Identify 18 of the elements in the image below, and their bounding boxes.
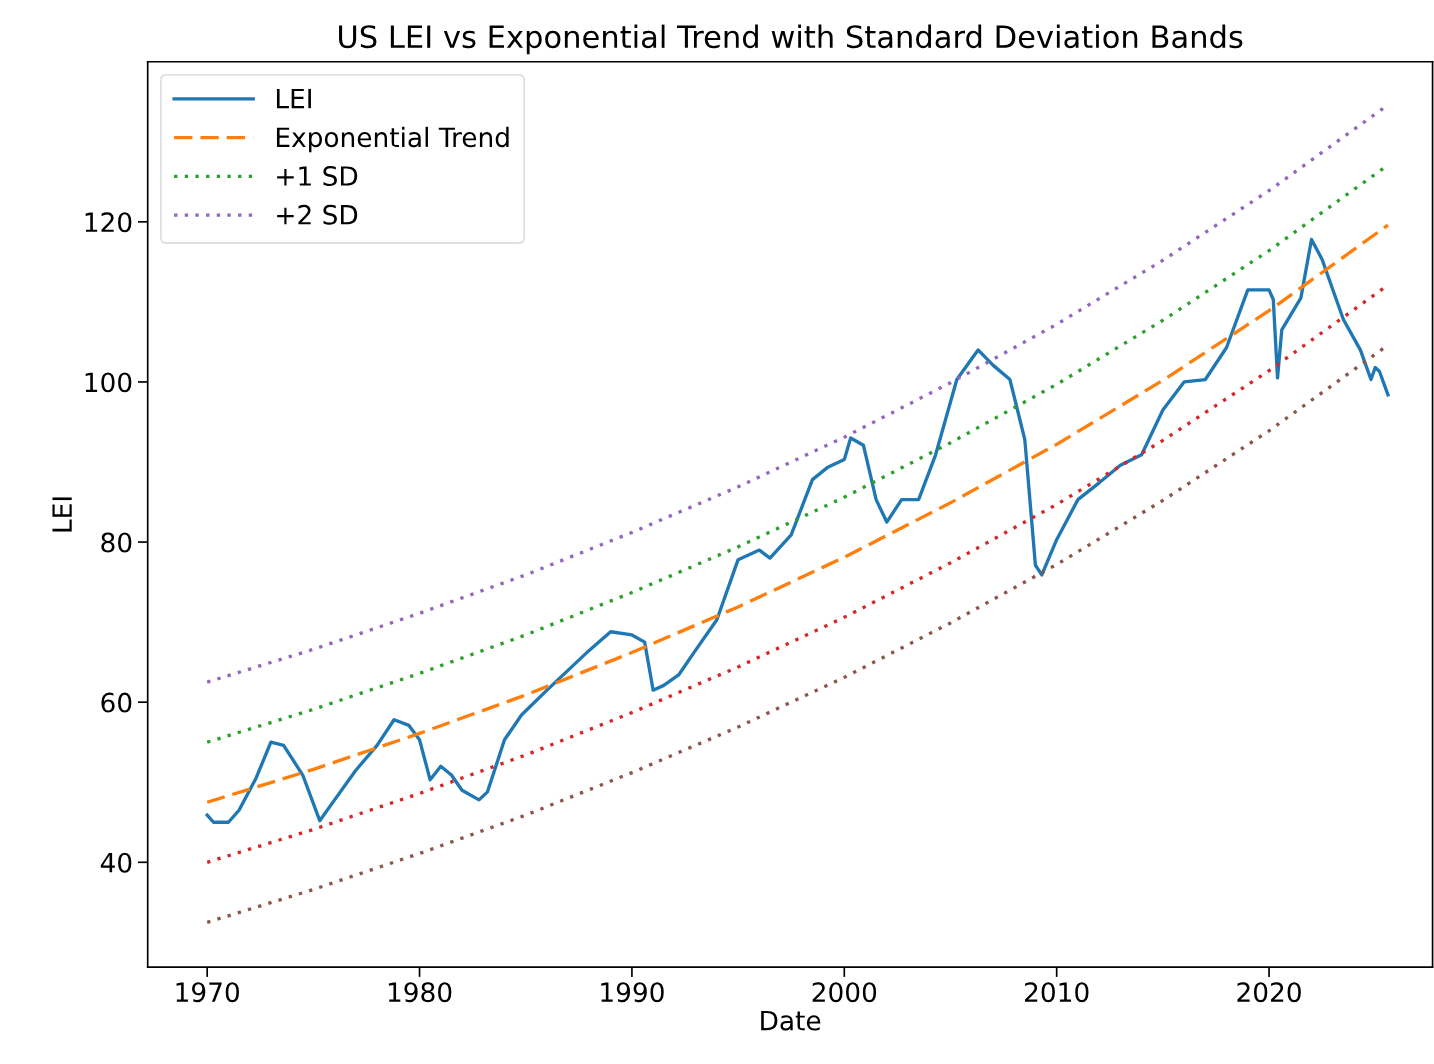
y-tick-label: 60 — [101, 692, 132, 713]
x-tick-label: 2000 — [812, 982, 877, 1003]
x-tick-label: 1980 — [388, 982, 452, 1003]
legend-label: Exponential Trend — [276, 126, 509, 153]
x-tick-label: 2020 — [1237, 982, 1301, 1003]
y-tick-label: 40 — [100, 852, 132, 873]
x-tick-label: 2010 — [1025, 982, 1089, 1003]
y-axis-title: LEI — [52, 497, 72, 532]
legend-label: +2 SD — [277, 204, 358, 225]
x-axis-title: Date — [761, 1010, 821, 1031]
x-tick-label: 1970 — [176, 982, 239, 1003]
y-tick-label: 80 — [101, 532, 132, 553]
y-tick-label: 120 — [85, 212, 132, 233]
legend-label: LEI — [276, 88, 311, 109]
y-tick-label: 100 — [85, 372, 132, 393]
chart-title: US LEI vs Exponential Trend with Standard Deviation Bands — [339, 24, 1243, 55]
legend-label: +1 SD — [277, 166, 358, 186]
x-tick-label: 1990 — [601, 982, 664, 1003]
